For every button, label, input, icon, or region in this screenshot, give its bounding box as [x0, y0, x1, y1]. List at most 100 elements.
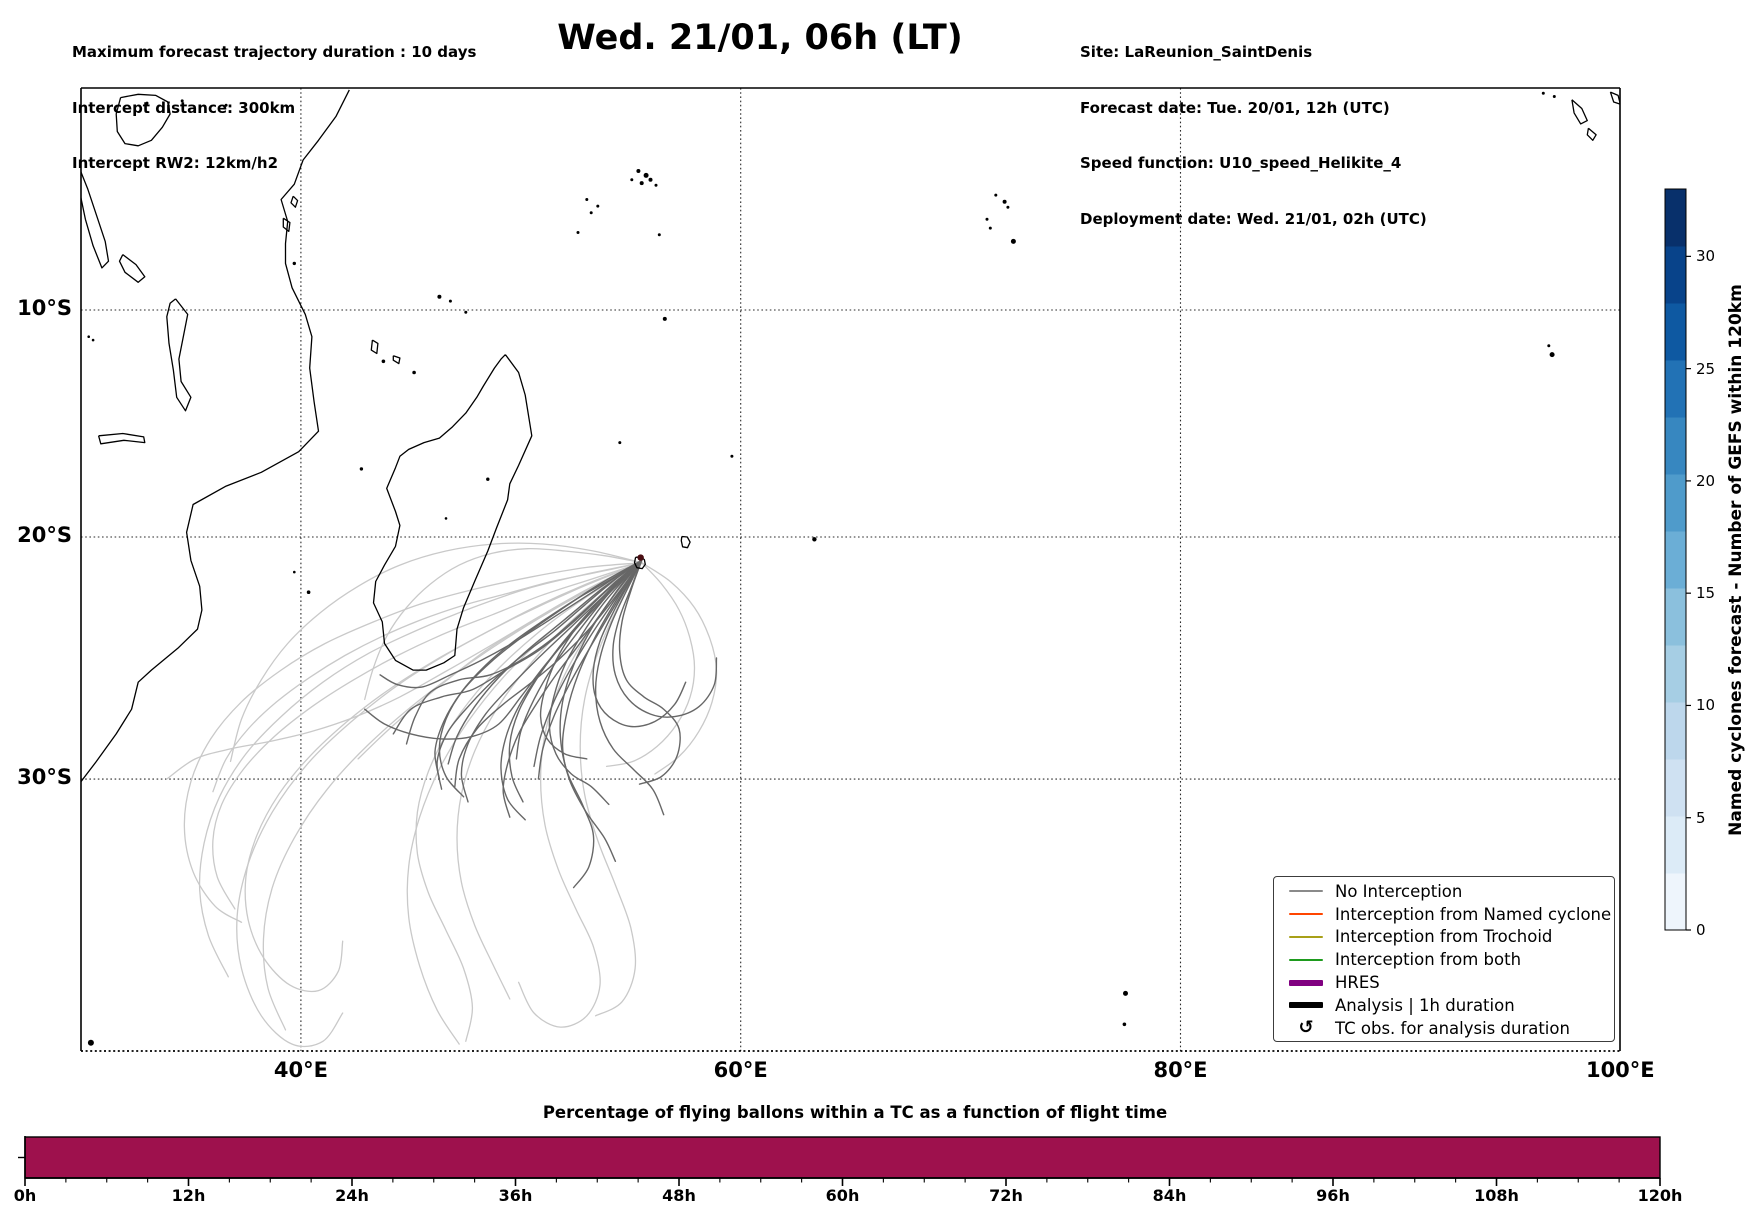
colorbar-segment [1665, 873, 1686, 931]
island-dot [1541, 91, 1545, 95]
island-dot [448, 299, 452, 303]
coastline-lake-rukwa [118, 254, 146, 283]
trajectory-dark [559, 559, 643, 889]
bar-xtick-label: 96h [1316, 1186, 1350, 1205]
coastline-grande-comore [370, 339, 379, 355]
trajectory-light [357, 562, 643, 760]
legend-item-label: No Interception [1335, 881, 1463, 901]
island-dot [985, 217, 989, 221]
legend-line-swatch [1284, 958, 1328, 961]
trajectory-dark [438, 559, 643, 798]
coastline-lake-malawi [166, 298, 192, 412]
figure-title: Wed. 21/01, 06h (LT) [557, 18, 963, 58]
legend-line-swatch [1284, 890, 1328, 893]
trajectory-dark [460, 559, 643, 803]
trajectory-light [229, 542, 643, 763]
island-dot [1006, 205, 1010, 209]
island-dot [464, 310, 468, 314]
trajectory-light [262, 562, 643, 1031]
legend-item-label: HRES [1335, 973, 1380, 993]
island-dot [618, 441, 622, 445]
island-dot [585, 198, 589, 201]
trajectory-dark [533, 559, 643, 768]
island-dot [1547, 344, 1551, 348]
speed-function-text: Speed function: U10_speed_Helikite_4 [1080, 154, 1402, 172]
trajectory-light [364, 547, 643, 701]
island-dot [630, 178, 634, 182]
island-dot [662, 316, 667, 321]
colorbar-tick-label: 30 [1696, 247, 1716, 266]
legend-item-label: TC obs. for analysis duration [1335, 1018, 1570, 1038]
island-dot [444, 517, 448, 520]
island-dot [1002, 199, 1007, 204]
colorbar-tick-label: 10 [1696, 696, 1716, 715]
island-dot [381, 359, 386, 364]
coastline-madagascar [372, 354, 533, 671]
colorbar-segment [1665, 189, 1686, 247]
island-dot [657, 233, 661, 237]
deployment-date-text: Deployment date: Wed. 21/01, 02h (UTC) [1080, 209, 1427, 228]
colorbar-tick-label: 20 [1696, 471, 1716, 490]
island-dot [87, 1039, 94, 1046]
island-dot [812, 537, 817, 542]
forecast-date-text: Forecast date: Tue. 20/01, 12h (UTC) [1080, 98, 1390, 117]
deployment-site-marker [637, 554, 644, 561]
tc-obs-marker-icon: ↺ [1298, 1017, 1314, 1039]
island-dot [87, 335, 90, 339]
trajectory-dark [618, 559, 681, 785]
bar-xtick-label: 36h [498, 1186, 533, 1205]
trajectory-dark [539, 559, 643, 760]
legend-item: Interception from both [1284, 948, 1614, 971]
island-dot [1123, 990, 1128, 996]
coastline-lake-tanganyika [81, 170, 110, 269]
colorbar-segment [1665, 531, 1686, 589]
trajectory-dark [594, 559, 665, 816]
trajectory-dark [434, 559, 643, 780]
island-dot [224, 103, 228, 107]
map-xtick-label: 80°E [1153, 1058, 1208, 1082]
legend-item-label: Analysis | 1h duration [1335, 995, 1515, 1015]
legend-item: Interception from Named cyclone [1284, 903, 1614, 926]
bar-xtick-label: 60h [825, 1186, 860, 1205]
trajectory-light [166, 562, 643, 780]
island-dot [437, 294, 442, 299]
map-legend: No Interception Interception from Named c… [1273, 876, 1615, 1042]
island-dot [643, 172, 649, 178]
colorbar-segment [1665, 246, 1686, 304]
max-duration-text: Maximum forecast trajectory duration : 1… [72, 43, 477, 61]
colorbar-segment [1665, 360, 1686, 418]
legend-item-label: Interception from both [1335, 950, 1522, 970]
map-xtick-label: 60°E [713, 1058, 768, 1082]
coastline-cahora-bassa [97, 432, 146, 445]
colorbar-segment [1665, 303, 1686, 361]
coastline-zanzibar-island [282, 217, 291, 233]
trajectory-dark [548, 559, 643, 806]
trajectory-light [212, 562, 643, 910]
colorbar-segment [1665, 759, 1686, 817]
bar-xtick-label: 12h [171, 1186, 206, 1205]
island-dot [1122, 1022, 1127, 1027]
tc-percentage-bar [24, 1136, 1661, 1179]
trajectory-dark [537, 559, 643, 780]
island-dot [292, 261, 296, 266]
map-xtick-label: 40°E [273, 1058, 328, 1082]
trajectory-light [517, 562, 643, 1028]
coastline-pemba-island [290, 195, 299, 208]
island-dot [994, 193, 998, 197]
coastline-africa-east-coast [81, 89, 350, 782]
legend-line-swatch [1284, 979, 1328, 986]
colorbar-tick-label: 15 [1696, 584, 1716, 603]
island-dot [596, 204, 600, 208]
map-ytick-label: 10°S [17, 295, 72, 320]
trajectory-dark [364, 559, 643, 740]
map-plot-area [81, 88, 1620, 1051]
island-dot [730, 454, 734, 458]
legend-item: HRES [1284, 971, 1614, 994]
colorbar-segment [1665, 474, 1686, 532]
trajectory-light [641, 562, 718, 775]
island-dot [1549, 352, 1555, 358]
legend-item: ↺ TC obs. for analysis duration [1284, 1017, 1614, 1040]
colorbar-segment [1665, 417, 1686, 475]
